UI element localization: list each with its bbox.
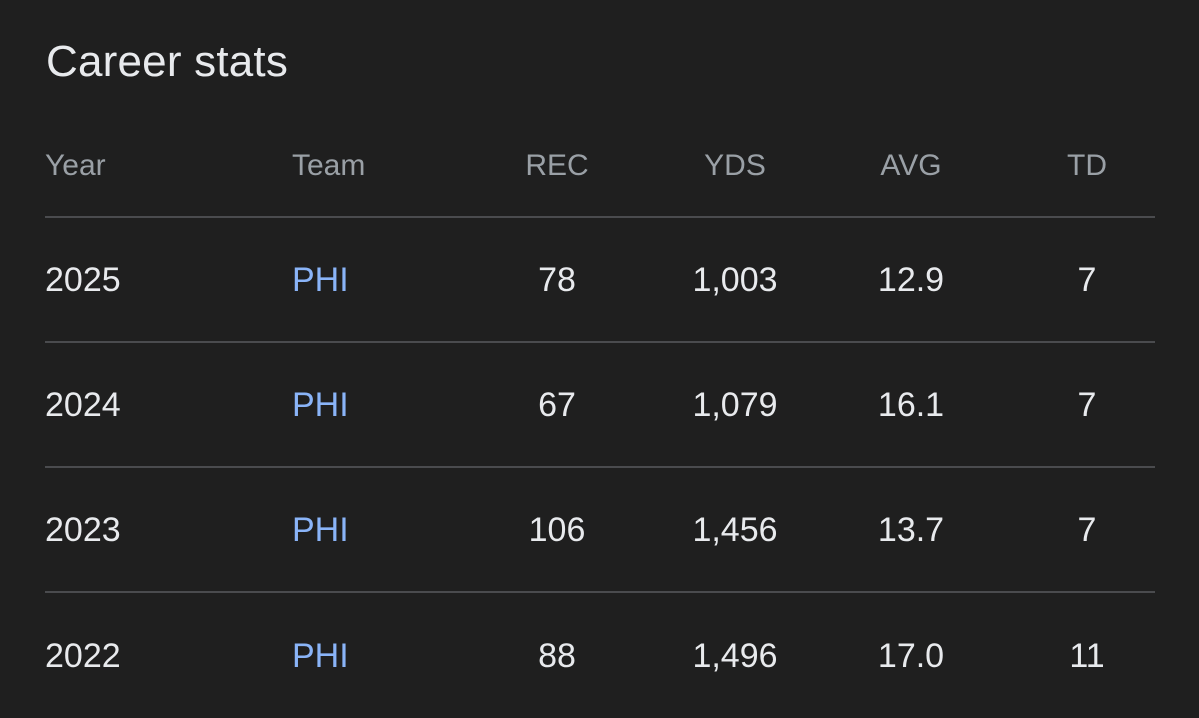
- team-link[interactable]: PHI: [292, 385, 349, 424]
- career-stats-table: Year Team REC YDS AVG TD 2025 PHI 78 1,0…: [45, 120, 1155, 718]
- column-header-year: Year: [45, 149, 106, 182]
- cell-team[interactable]: PHI: [292, 385, 349, 425]
- team-link[interactable]: PHI: [292, 636, 349, 675]
- column-header-team: Team: [292, 149, 366, 182]
- cell-year: 2022: [45, 636, 121, 675]
- table-row: 2024 PHI 67 1,079 16.1 7: [45, 343, 1155, 468]
- cell-team[interactable]: PHI: [292, 510, 349, 550]
- team-link[interactable]: PHI: [292, 510, 349, 549]
- team-link[interactable]: PHI: [292, 260, 349, 299]
- cell-team[interactable]: PHI: [292, 636, 349, 676]
- table-row: 2025 PHI 78 1,003 12.9 7: [45, 218, 1155, 343]
- cell-year: 2025: [45, 260, 121, 299]
- table-row: 2022 PHI 88 1,496 17.0 11: [45, 636, 1105, 676]
- cell-year: 2023: [45, 510, 121, 549]
- cell-year: 2024: [45, 385, 121, 424]
- table-header-row: Year Team REC YDS AVG TD: [45, 120, 1155, 218]
- cell-team[interactable]: PHI: [292, 260, 349, 300]
- table-row: 2023 PHI 106 1,456 13.7 7: [45, 468, 1155, 593]
- card-title: Career stats: [46, 37, 289, 86]
